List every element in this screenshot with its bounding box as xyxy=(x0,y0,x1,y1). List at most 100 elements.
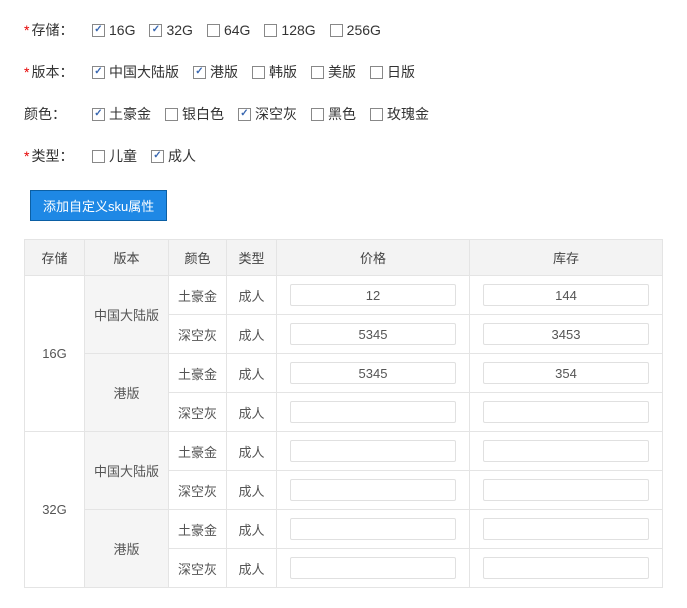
option-storage-3[interactable]: 128G xyxy=(264,22,315,38)
checkbox-icon[interactable] xyxy=(92,66,105,79)
stock-input[interactable] xyxy=(483,518,649,540)
cell-version: 港版 xyxy=(85,510,169,588)
cell-type: 成人 xyxy=(227,471,277,510)
col-stock: 库存 xyxy=(470,240,663,276)
attr-label-version: *版本： xyxy=(24,62,92,82)
option-label: 中国大陆版 xyxy=(109,62,179,82)
checkbox-icon[interactable] xyxy=(238,108,251,121)
option-label: 64G xyxy=(224,22,250,38)
checkbox-icon[interactable] xyxy=(311,66,324,79)
checkbox-icon[interactable] xyxy=(193,66,206,79)
checkbox-icon[interactable] xyxy=(370,66,383,79)
checkbox-icon[interactable] xyxy=(151,150,164,163)
price-input[interactable] xyxy=(290,479,456,501)
cell-storage: 16G xyxy=(25,276,85,432)
option-type-1[interactable]: 成人 xyxy=(151,146,196,166)
stock-input[interactable] xyxy=(483,323,649,345)
option-label: 黑色 xyxy=(328,104,356,124)
checkbox-icon[interactable] xyxy=(252,66,265,79)
stock-input[interactable] xyxy=(483,479,649,501)
stock-input[interactable] xyxy=(483,362,649,384)
option-color-1[interactable]: 银白色 xyxy=(165,104,224,124)
option-label: 深空灰 xyxy=(255,104,297,124)
cell-price xyxy=(277,315,470,354)
option-label: 256G xyxy=(347,22,381,38)
table-row: 港版土豪金成人 xyxy=(25,354,663,393)
add-custom-sku-button[interactable]: 添加自定义sku属性 xyxy=(30,190,167,221)
option-label: 港版 xyxy=(210,62,238,82)
cell-color: 土豪金 xyxy=(169,432,227,471)
checkbox-icon[interactable] xyxy=(370,108,383,121)
option-color-3[interactable]: 黑色 xyxy=(311,104,356,124)
price-input[interactable] xyxy=(290,401,456,423)
option-version-2[interactable]: 韩版 xyxy=(252,62,297,82)
attr-label-text: 类型： xyxy=(31,148,73,164)
option-color-4[interactable]: 玫瑰金 xyxy=(370,104,429,124)
option-label: 美版 xyxy=(328,62,356,82)
stock-input[interactable] xyxy=(483,401,649,423)
attr-row-storage: *存储： 16G 32G 64G 128G 256G xyxy=(24,20,663,40)
attr-options-version: 中国大陆版 港版韩版 美版日版 xyxy=(92,62,415,82)
checkbox-icon[interactable] xyxy=(207,24,220,37)
cell-price xyxy=(277,510,470,549)
option-storage-4[interactable]: 256G xyxy=(330,22,381,38)
price-input[interactable] xyxy=(290,284,456,306)
option-color-2[interactable]: 深空灰 xyxy=(238,104,297,124)
checkbox-icon[interactable] xyxy=(264,24,277,37)
option-label: 成人 xyxy=(168,146,196,166)
checkbox-icon[interactable] xyxy=(149,24,162,37)
cell-type: 成人 xyxy=(227,315,277,354)
attr-row-color: 颜色： 土豪金银白色 深空灰 黑色玫瑰金 xyxy=(24,104,663,124)
cell-stock xyxy=(470,393,663,432)
cell-version: 港版 xyxy=(85,354,169,432)
required-mark: * xyxy=(24,22,29,38)
checkbox-icon[interactable] xyxy=(165,108,178,121)
cell-stock xyxy=(470,510,663,549)
option-storage-0[interactable]: 16G xyxy=(92,22,135,38)
cell-color: 土豪金 xyxy=(169,510,227,549)
attr-label-storage: *存储： xyxy=(24,20,92,40)
option-type-0[interactable]: 儿童 xyxy=(92,146,137,166)
required-mark: * xyxy=(24,64,29,80)
option-color-0[interactable]: 土豪金 xyxy=(92,104,151,124)
option-version-4[interactable]: 日版 xyxy=(370,62,415,82)
cell-color: 深空灰 xyxy=(169,549,227,588)
option-storage-2[interactable]: 64G xyxy=(207,22,250,38)
checkbox-icon[interactable] xyxy=(92,108,105,121)
price-input[interactable] xyxy=(290,323,456,345)
stock-input[interactable] xyxy=(483,557,649,579)
price-input[interactable] xyxy=(290,557,456,579)
cell-type: 成人 xyxy=(227,276,277,315)
cell-price xyxy=(277,549,470,588)
option-version-3[interactable]: 美版 xyxy=(311,62,356,82)
option-label: 128G xyxy=(281,22,315,38)
cell-stock xyxy=(470,549,663,588)
attr-label-color: 颜色： xyxy=(24,104,92,124)
cell-color: 土豪金 xyxy=(169,276,227,315)
cell-type: 成人 xyxy=(227,354,277,393)
price-input[interactable] xyxy=(290,518,456,540)
option-label: 16G xyxy=(109,22,135,38)
checkbox-icon[interactable] xyxy=(311,108,324,121)
cell-type: 成人 xyxy=(227,393,277,432)
stock-input[interactable] xyxy=(483,440,649,462)
attr-label-type: *类型： xyxy=(24,146,92,166)
option-storage-1[interactable]: 32G xyxy=(149,22,192,38)
price-input[interactable] xyxy=(290,362,456,384)
checkbox-icon[interactable] xyxy=(92,24,105,37)
stock-input[interactable] xyxy=(483,284,649,306)
required-mark: * xyxy=(24,148,29,164)
cell-stock xyxy=(470,315,663,354)
option-version-1[interactable]: 港版 xyxy=(193,62,238,82)
cell-color: 深空灰 xyxy=(169,471,227,510)
cell-color: 土豪金 xyxy=(169,354,227,393)
sku-table: 存储 版本 颜色 类型 价格 库存 16G中国大陆版土豪金成人深空灰成人港版土豪… xyxy=(24,239,663,588)
option-version-0[interactable]: 中国大陆版 xyxy=(92,62,179,82)
checkbox-icon[interactable] xyxy=(330,24,343,37)
price-input[interactable] xyxy=(290,440,456,462)
col-type: 类型 xyxy=(227,240,277,276)
cell-price xyxy=(277,432,470,471)
checkbox-icon[interactable] xyxy=(92,150,105,163)
attr-row-version: *版本： 中国大陆版 港版韩版 美版日版 xyxy=(24,62,663,82)
attr-label-text: 颜色： xyxy=(24,106,66,122)
